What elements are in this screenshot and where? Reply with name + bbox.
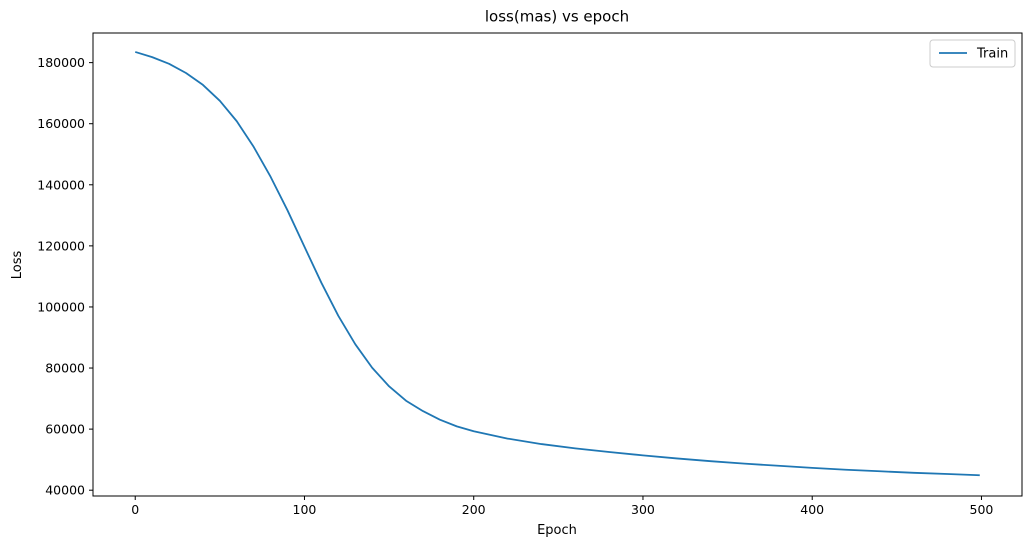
x-axis-title: Epoch: [537, 523, 577, 538]
y-tick-label: 140000: [37, 177, 85, 192]
x-tick-label: 400: [800, 502, 824, 517]
y-tick-label: 40000: [45, 483, 85, 498]
y-tick-label: 60000: [45, 422, 85, 437]
x-tick-label: 500: [970, 502, 994, 517]
series-layer: [134, 51, 980, 477]
legend: Train: [929, 39, 1016, 68]
y-axis-title: Loss: [10, 251, 25, 280]
plot-frame: [92, 32, 1023, 497]
x-axis: 0 100 200 300 400 500: [131, 496, 993, 517]
chart-title: loss(mas) vs epoch: [485, 8, 629, 26]
legend-label-train: Train: [976, 47, 1008, 62]
y-tick-label: 180000: [37, 55, 85, 70]
x-tick-label: 0: [131, 502, 139, 517]
x-tick-label: 200: [462, 502, 486, 517]
y-tick-label: 160000: [37, 116, 85, 131]
x-tick-label: 300: [631, 502, 655, 517]
series-line-train: [134, 51, 980, 477]
x-tick-label: 100: [293, 502, 317, 517]
y-tick-label: 120000: [37, 238, 85, 253]
y-axis: 40000 60000 80000 100000 120000 140000 160000 1…: [37, 55, 93, 498]
y-tick-label: 100000: [37, 299, 85, 314]
legend-box: [929, 39, 1016, 68]
y-tick-label: 80000: [45, 361, 85, 376]
plot-area: 0 100 200 300 400 500 40000 60000 80000 100000 12…: [37, 32, 1023, 517]
